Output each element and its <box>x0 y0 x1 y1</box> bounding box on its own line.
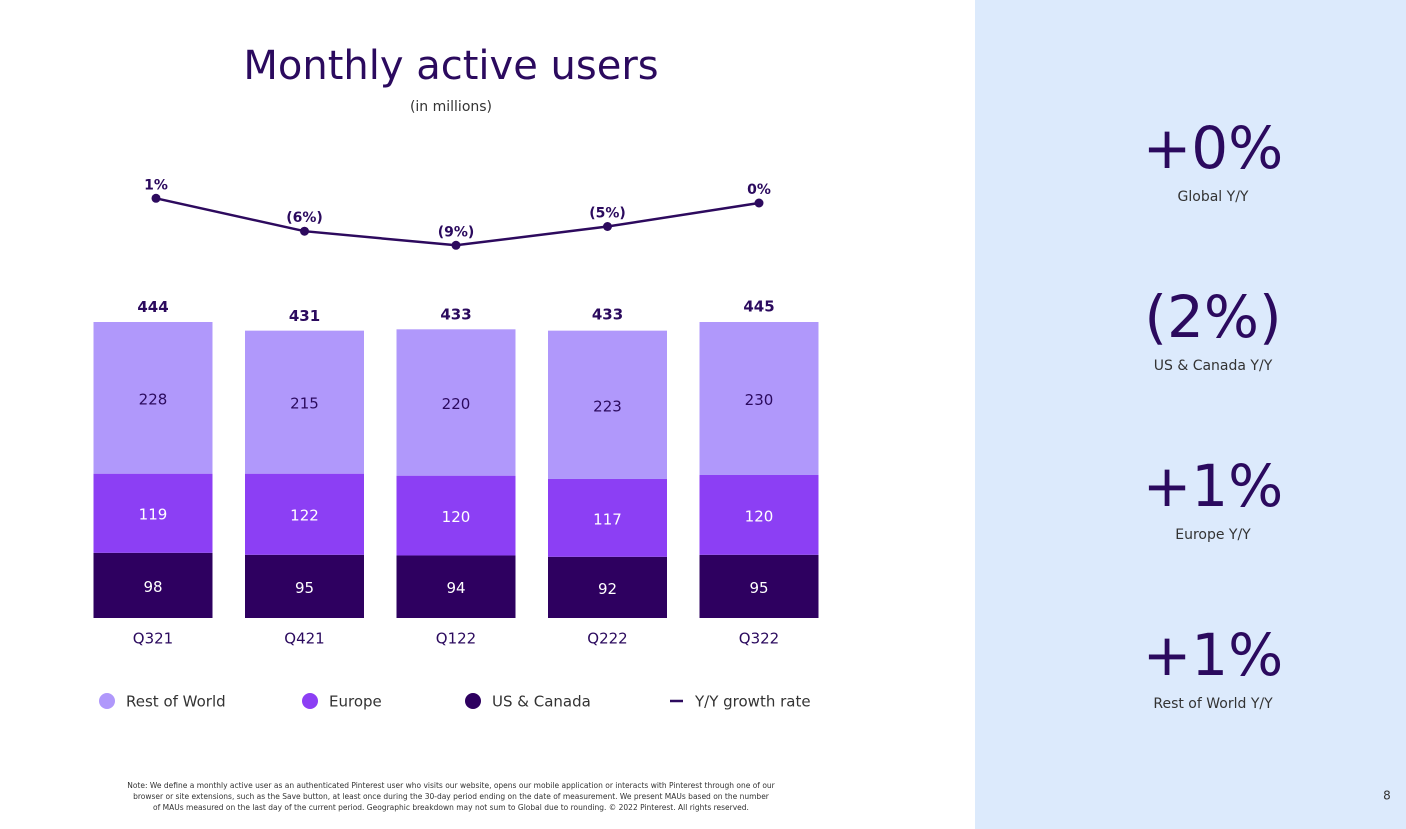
bar-segment <box>93 473 213 553</box>
segment-label: 95 <box>295 579 314 597</box>
bar-segment <box>396 555 516 618</box>
legend-label: US & Canada <box>492 693 591 711</box>
bar-segment <box>699 474 819 555</box>
total-label: 445 <box>743 298 774 316</box>
legend-label: Y/Y growth rate <box>694 693 811 711</box>
footnote: browser or site extensions, such as the … <box>133 792 770 801</box>
stat-label: Europe Y/Y <box>1175 527 1251 543</box>
segment-label: 230 <box>745 391 774 409</box>
stat-label: Rest of World Y/Y <box>1153 696 1273 712</box>
segment-label: 220 <box>442 395 471 413</box>
bar-segment <box>548 330 667 479</box>
segment-label: 95 <box>749 579 768 597</box>
stat-value: (2%) <box>1144 283 1281 351</box>
total-label: 431 <box>289 307 320 325</box>
segment-label: 119 <box>139 506 168 524</box>
x-tick-label: Q321 <box>133 630 173 648</box>
stat-value: +1% <box>1143 621 1284 689</box>
segment-label: 120 <box>442 508 471 526</box>
segment-label: 120 <box>745 507 774 525</box>
segment-label: 215 <box>290 395 319 413</box>
growth-point <box>300 226 309 236</box>
segment-label: 92 <box>598 580 617 598</box>
bar-segment <box>93 552 213 618</box>
bar-segment <box>548 556 667 618</box>
footnote: Note: We define a monthly active user as… <box>127 781 775 790</box>
bar-segment <box>699 322 819 475</box>
bar-segment <box>245 554 364 618</box>
side-panel <box>975 0 1406 829</box>
chart-subtitle: (in millions) <box>410 99 492 115</box>
growth-label: (5%) <box>589 206 626 222</box>
x-tick-label: Q122 <box>436 630 476 648</box>
growth-point <box>603 222 612 231</box>
segment-label: 223 <box>593 397 622 415</box>
bar-segment <box>93 322 213 474</box>
segment-label: 98 <box>143 578 162 596</box>
growth-label: (6%) <box>286 210 323 226</box>
page-number: 8 <box>1383 789 1391 803</box>
total-label: 433 <box>440 305 471 323</box>
total-label: 433 <box>592 305 623 323</box>
total-label: 444 <box>137 298 168 316</box>
segment-label: 228 <box>139 390 168 408</box>
legend-swatch <box>99 693 115 709</box>
stat-value: +1% <box>1143 452 1284 520</box>
bar-segment <box>396 329 516 476</box>
x-tick-label: Q222 <box>587 630 627 648</box>
legend-swatch <box>302 693 318 709</box>
bar-segment <box>245 473 364 555</box>
legend-label: Rest of World <box>126 693 226 711</box>
bar-segment <box>699 554 819 618</box>
stat-label: US & Canada Y/Y <box>1154 358 1273 374</box>
stat-value: +0% <box>1143 114 1284 182</box>
segment-label: 94 <box>446 579 465 597</box>
bar-segment <box>396 475 516 556</box>
segment-label: 117 <box>593 510 622 528</box>
growth-point <box>151 193 161 203</box>
growth-point <box>754 198 764 208</box>
growth-label: 0% <box>747 182 771 198</box>
stat-label: Global Y/Y <box>1178 189 1249 205</box>
growth-label: (9%) <box>438 224 475 240</box>
footnote: of MAUs measured on the last day of the … <box>153 803 749 812</box>
bar-segment <box>548 478 667 557</box>
legend-label: Europe <box>329 693 382 711</box>
legend-swatch <box>465 693 481 709</box>
segment-label: 122 <box>290 507 319 525</box>
growth-label: 1% <box>144 177 168 193</box>
x-tick-label: Q322 <box>739 630 779 648</box>
x-tick-label: Q421 <box>284 630 324 648</box>
growth-point <box>451 240 461 250</box>
bar-segment <box>245 330 364 474</box>
chart-title: Monthly active users <box>243 43 658 89</box>
